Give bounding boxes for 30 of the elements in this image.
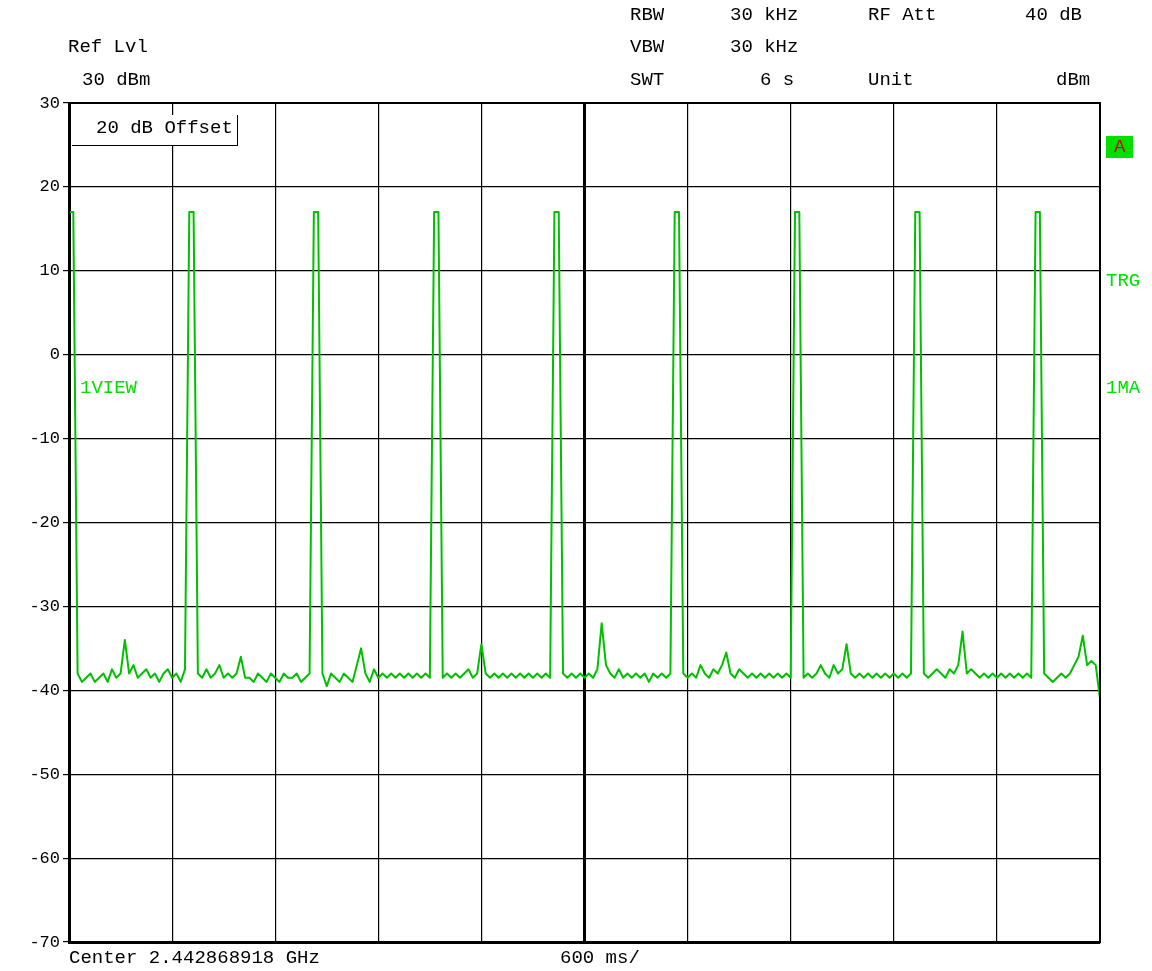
- text: 30 kHz: [730, 4, 799, 26]
- text: 6 s: [760, 69, 795, 91]
- text: RBW: [630, 4, 665, 26]
- text: RF Att: [868, 4, 937, 26]
- y-tick-label: 20: [39, 177, 60, 197]
- y-tick-label: -30: [29, 596, 60, 616]
- text: Center 2.442868918 GHz: [69, 947, 320, 969]
- y-tick-label: 0: [49, 345, 60, 365]
- y-tick-label: -40: [29, 680, 60, 700]
- text: Ref Lvl: [68, 36, 148, 58]
- y-tick-label: -60: [29, 848, 60, 868]
- text: VBW: [630, 36, 665, 58]
- text: 30 dBm: [82, 69, 151, 91]
- annotation: 1VIEW: [80, 377, 138, 399]
- y-tick-label: 10: [39, 261, 60, 281]
- y-tick-label: -50: [29, 764, 60, 784]
- text: 30 kHz: [730, 36, 799, 58]
- y-tick-label: -10: [29, 429, 60, 449]
- y-tick-label: 30: [39, 93, 60, 113]
- text: dBm: [1056, 69, 1091, 91]
- y-tick-label: -70: [29, 932, 60, 952]
- text: 600 ms/: [560, 947, 640, 969]
- annotation: 20 dB Offset: [72, 115, 238, 146]
- text: 40 dB: [1025, 4, 1083, 26]
- y-tick-label: -20: [29, 513, 60, 532]
- text: Unit: [868, 69, 914, 91]
- text: 1MA: [1106, 377, 1141, 399]
- text: A: [1106, 136, 1134, 158]
- text: TRG: [1106, 270, 1141, 292]
- text: SWT: [630, 69, 665, 91]
